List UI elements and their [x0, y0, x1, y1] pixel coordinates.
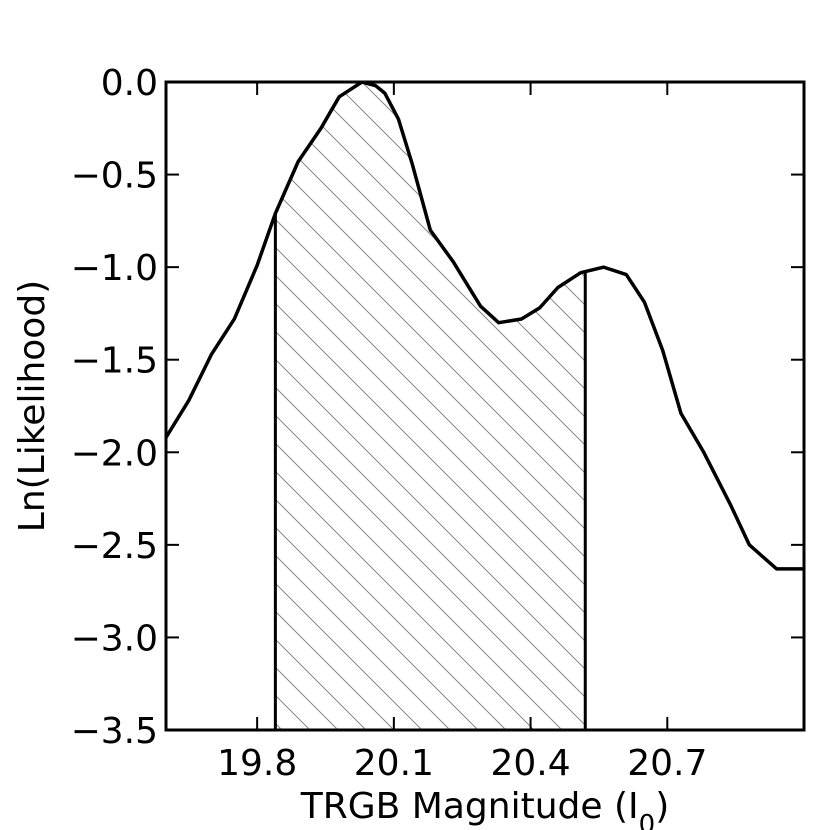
y-tick-label: −1.5 [71, 341, 158, 382]
shaded-interval [275, 82, 586, 730]
x-tick-label: 19.8 [217, 743, 297, 784]
x-axis-label: TRGB Magnitude (I0) [300, 786, 669, 830]
x-tick-label: 20.7 [627, 743, 707, 784]
likelihood-curve [166, 82, 804, 571]
plot-area [166, 82, 804, 730]
y-tick-label: 0.0 [101, 63, 158, 104]
y-tick-label: −3.0 [71, 618, 158, 659]
plot-frame [164, 80, 806, 732]
y-axis-label: Ln(Likelihood) [12, 280, 53, 532]
axis-ticks: 19.8 20.1 20.4 20.7 0.0 −0.5 −1.0 −1.5 −2.0 −2.5 −… [71, 63, 804, 784]
y-tick-label: −0.5 [71, 156, 158, 197]
y-tick-label: −3.5 [71, 711, 158, 752]
y-tick-label: −1.0 [71, 248, 158, 289]
y-tick-label: −2.0 [71, 433, 158, 474]
x-tick-label: 20.4 [490, 743, 570, 784]
axis-labels: TRGB Magnitude (I0) Ln(Likelihood) [12, 280, 669, 830]
y-tick-label: −2.5 [71, 526, 158, 567]
x-tick-label: 20.1 [354, 743, 434, 784]
